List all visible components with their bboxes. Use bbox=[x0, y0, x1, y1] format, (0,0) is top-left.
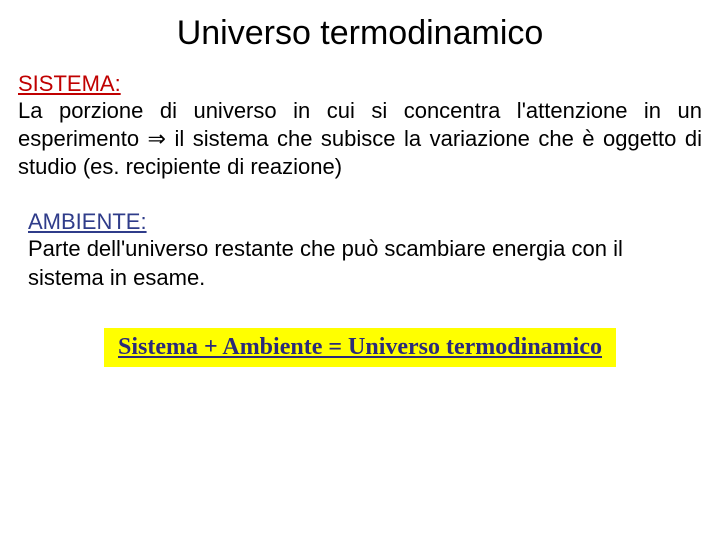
ambiente-block: AMBIENTE: Parte dell'universo restante c… bbox=[18, 209, 702, 291]
ambiente-body: Parte dell'universo restante che può sca… bbox=[28, 235, 692, 291]
slide: Universo termodinamico SISTEMA: La porzi… bbox=[0, 0, 720, 540]
equation-wrap: Sistema + Ambiente = Universo termodinam… bbox=[18, 328, 702, 367]
sistema-heading: SISTEMA: bbox=[18, 71, 121, 96]
equation-highlight: Sistema + Ambiente = Universo termodinam… bbox=[104, 328, 616, 367]
arrow-icon: ⇒ bbox=[148, 126, 166, 151]
page-title: Universo termodinamico bbox=[18, 14, 702, 53]
sistema-block: SISTEMA: La porzione di universo in cui … bbox=[18, 71, 702, 181]
ambiente-heading: AMBIENTE: bbox=[28, 209, 147, 234]
sistema-body: La porzione di universo in cui si concen… bbox=[18, 97, 702, 181]
